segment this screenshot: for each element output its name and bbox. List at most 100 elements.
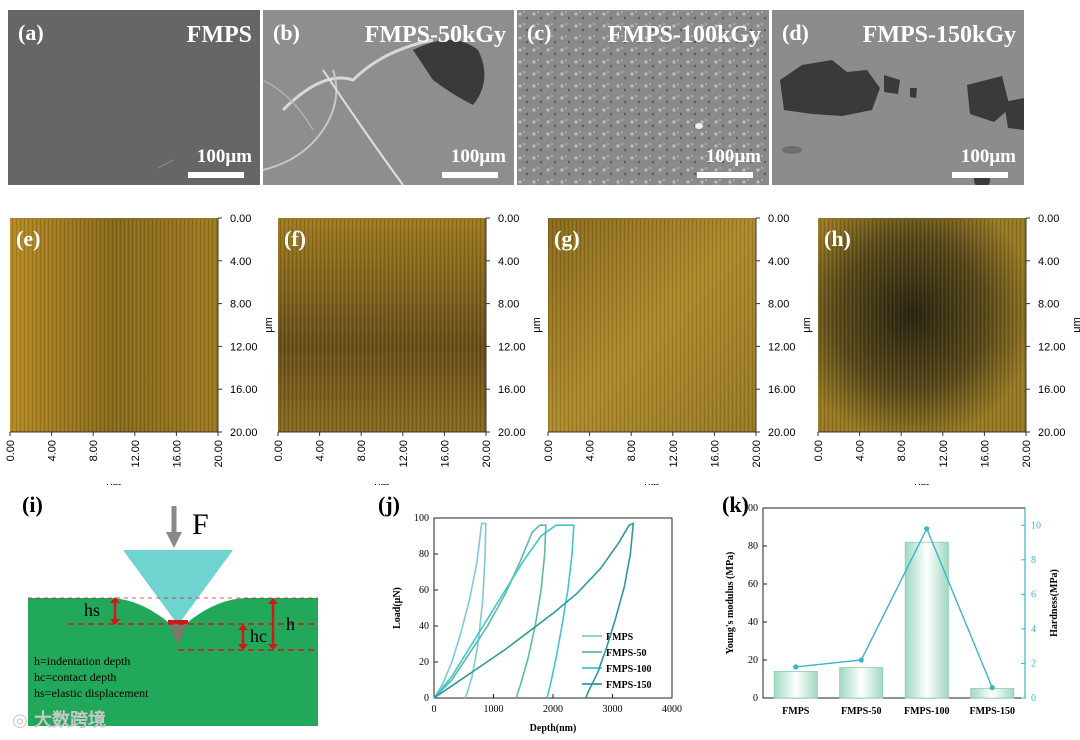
- y-tick-label: 80: [748, 541, 758, 552]
- afm-y-tick-label: 8.00: [230, 299, 251, 311]
- force-arrow-head: [166, 532, 182, 548]
- afm-x-unit: μm: [914, 481, 930, 485]
- sem-title-c: FMPS-100kGy: [607, 22, 761, 48]
- afm-row: 0.00 4.00 8.00 12.00 16.00 20.00 μm 0.00 4.00 8.0…: [5, 213, 1080, 485]
- afm-x-tick-label: 16.00: [439, 440, 451, 468]
- afm-x-tick-label: 4.00: [585, 440, 597, 461]
- sem-title-a: FMPS: [186, 22, 252, 48]
- scale-bar-d: [952, 172, 1008, 178]
- h-label: h: [286, 614, 295, 634]
- indentation-diagram: [28, 506, 318, 726]
- afm-x-tick-label: 4.00: [315, 440, 327, 461]
- panel-label-h: (h): [824, 226, 851, 251]
- afm-x-tick-label: 20.00: [1021, 440, 1033, 468]
- afm-y-tick-label: 12.00: [1038, 341, 1066, 353]
- indenter-tip: [123, 550, 233, 625]
- afm-x-tick-label: 8.00: [896, 440, 908, 461]
- legend-label: FMPS-150: [606, 680, 652, 691]
- afm-y-unit: μm: [263, 317, 275, 333]
- scale-bar-a: [188, 172, 244, 178]
- legend-label: FMPS: [606, 632, 634, 643]
- afm-y-tick-label: 0.00: [498, 213, 519, 225]
- panel-label-e: (e): [16, 226, 40, 251]
- afm-x-tick-label: 4.00: [47, 440, 59, 461]
- y-tick-label: 60: [419, 585, 429, 596]
- afm-x-tick-label: 0.00: [813, 440, 825, 461]
- y-tick-label: 20: [748, 655, 758, 666]
- bar-fmps-100: [904, 541, 949, 699]
- sem-image-a: [8, 10, 260, 185]
- afm-y-tick-label: 8.00: [1038, 299, 1059, 311]
- scale-label-d: 100μm: [960, 146, 1016, 167]
- afm-panel-e: 0.00 4.00 8.00 12.00 16.00 20.00 μm 0.00 4.00 8.0…: [5, 213, 275, 485]
- y2-tick-label: 4: [1031, 624, 1036, 635]
- y-tick-label: 0: [753, 693, 758, 704]
- category-label: FMPS-50: [841, 706, 882, 717]
- hardness-point: [793, 664, 799, 670]
- afm-panel-g: 0.00 4.00 8.00 12.00 16.00 20.00 μm 0.00 4.00 8.0…: [543, 213, 813, 485]
- hs-label: hs: [84, 600, 101, 620]
- watermark-text: 大数跨境: [33, 710, 106, 731]
- hardness-point: [989, 685, 995, 691]
- afm-y-tick-label: 0.00: [230, 213, 251, 225]
- watermark: ◎ 大数跨境: [12, 706, 106, 732]
- y-tick-label: 80: [419, 549, 429, 560]
- afm-y-unit: μm: [801, 317, 813, 333]
- sem-title-d: FMPS-150kGy: [862, 22, 1016, 48]
- sem-image-d: [772, 10, 1024, 185]
- afm-x-tick-label: 16.00: [171, 440, 183, 468]
- series-line-fmps-100: [433, 524, 575, 699]
- afm-x-tick-label: 8.00: [356, 440, 368, 461]
- afm-x-tick-label: 12.00: [938, 440, 950, 468]
- category-label: FMPS: [782, 706, 810, 717]
- y2-tick-label: 10: [1031, 520, 1041, 531]
- panel-label-c: (c): [527, 20, 552, 45]
- afm-texture: [278, 218, 486, 432]
- sem-panel-c: (c) FMPS-100kGy 100μm: [517, 10, 769, 185]
- x-tick-label: 0: [432, 704, 437, 715]
- x-tick-label: 3000: [603, 704, 623, 715]
- afm-y-tick-label: 4.00: [498, 256, 519, 268]
- series-line-fmps: [433, 522, 487, 699]
- x-tick-label: 4000: [662, 704, 682, 715]
- y-tick-label: 100: [414, 513, 429, 524]
- afm-x-tick-label: 0.00: [273, 440, 285, 461]
- y-tick-label: 20: [419, 657, 429, 668]
- legend-label: FMPS-100: [606, 664, 652, 675]
- afm-x-tick-label: 12.00: [130, 440, 142, 468]
- y-tick-label: 0: [424, 693, 429, 704]
- afm-y-tick-label: 16.00: [230, 384, 258, 396]
- force-label: F: [192, 508, 209, 541]
- afm-y-tick-label: 0.00: [1038, 213, 1059, 225]
- bar-fmps: [773, 670, 818, 699]
- scale-label-a: 100μm: [196, 146, 252, 167]
- afm-panel-h: 0.00 4.00 8.00 12.00 16.00 20.00 μm 0.00 4.00 8.0…: [813, 213, 1080, 485]
- y2-axis-label: Hardness(MPa): [1049, 569, 1060, 637]
- series-line-fmps-150: [433, 522, 635, 699]
- afm-y-tick-label: 4.00: [768, 256, 789, 268]
- x-tick-label: 2000: [543, 704, 563, 715]
- sem-panel-b: (b) FMPS-50kGy 100μm: [263, 10, 514, 185]
- afm-x-unit: μm: [644, 481, 660, 485]
- x-tick-label: 1000: [484, 704, 504, 715]
- afm-y-tick-label: 12.00: [230, 341, 258, 353]
- afm-x-tick-label: 16.00: [979, 440, 991, 468]
- y2-tick-label: 2: [1031, 658, 1036, 669]
- afm-x-tick-label: 16.00: [709, 440, 721, 468]
- plot-frame: [762, 507, 1026, 699]
- hardness-line: [795, 527, 993, 688]
- y-tick-label: 100: [743, 503, 758, 514]
- sem-image-b: [263, 10, 514, 185]
- afm-y-tick-label: 20.00: [1038, 427, 1066, 439]
- y-axis-label: Load(μN): [392, 587, 403, 629]
- sem-image-c: [517, 10, 769, 185]
- hardness-point: [924, 526, 930, 532]
- afm-x-tick-label: 8.00: [88, 440, 100, 461]
- afm-x-tick-label: 0.00: [5, 440, 17, 461]
- modulus-hardness-chart: 0 20 40 60 80 100 Young's modulus (MPa) 0 2 4 6 8 10…: [725, 503, 1060, 717]
- y-tick-label: 40: [419, 621, 429, 632]
- category-label: FMPS-150: [969, 706, 1015, 717]
- afm-texture: [10, 218, 218, 432]
- scale-bar-b: [442, 172, 498, 178]
- afm-panel-f: 0.00 4.00 8.00 12.00 16.00 20.00 μm 0.00 4.00 8.0…: [273, 213, 543, 485]
